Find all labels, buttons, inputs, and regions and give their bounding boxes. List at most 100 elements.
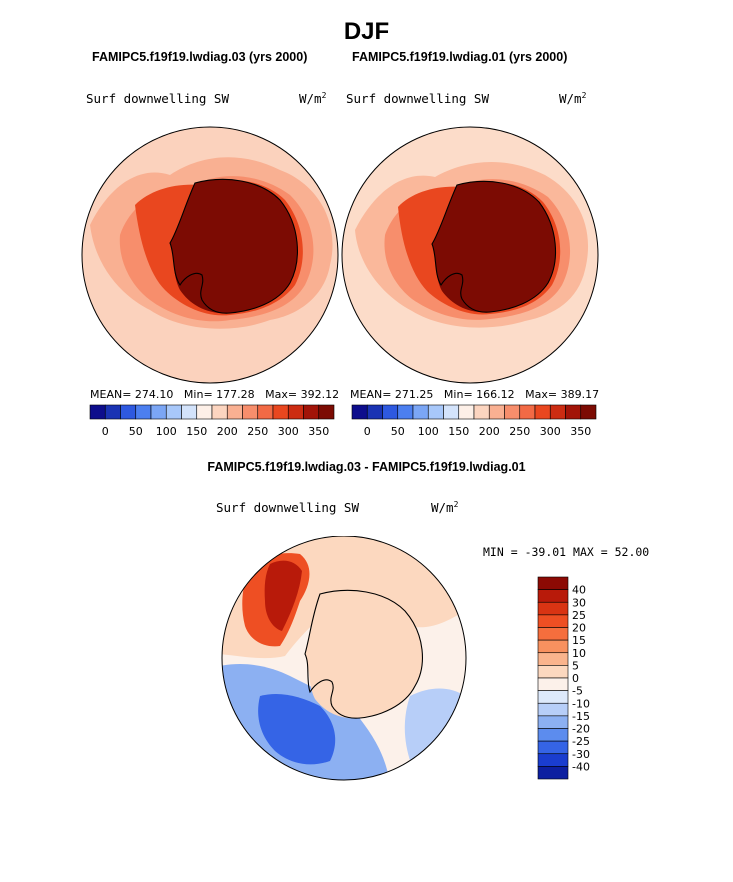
diff-colorbar-label-1: 30 [572, 596, 586, 609]
diff-colorbar-swatch-3 [537, 614, 569, 628]
diff-region-drake-strong [264, 560, 302, 631]
diff-colorbar-label-5: 10 [572, 647, 586, 660]
diff-colorbar-label-2: 25 [572, 609, 586, 622]
panel2-colorbar-swatch-7 [458, 404, 475, 420]
diff-colorbar-label-0: 40 [572, 584, 586, 597]
panel1-coastline [169, 178, 298, 314]
panel2-units: W/m2 [559, 91, 587, 107]
diff-colorbar-label-4: 15 [572, 634, 586, 647]
panel1-colorbar-swatch-0 [89, 404, 106, 420]
panel1-colorbar-swatch-7 [196, 404, 213, 420]
panel1-colorbar-swatch-14 [303, 404, 320, 420]
panel1-colorbar-tick-4: 200 [217, 425, 238, 438]
panel2-colorbar-swatch-4 [412, 404, 429, 420]
diff-colorbar-swatch-4 [537, 627, 569, 641]
panel1-colorbar-swatch-12 [272, 404, 289, 420]
diff-colorbar-label-10: -15 [572, 710, 590, 723]
panel1-colorbar-tick-1: 50 [129, 425, 143, 438]
panel2-map-border [341, 126, 599, 384]
diff-min-value: -39.01 [524, 545, 567, 559]
diff-colorbar-swatch-8 [537, 677, 569, 691]
panel1-polar-map [81, 126, 339, 384]
panel1-colorbar-tick-3: 150 [186, 425, 207, 438]
panel1-colorbar-swatch-8 [211, 404, 228, 420]
diff-colorbar-label-7: 0 [572, 672, 579, 685]
panel2-polar-map [341, 126, 599, 384]
panel1-colorbar-swatch-13 [287, 404, 304, 420]
panel2-coastline [431, 180, 557, 313]
panel1-colorbar-swatch-9 [226, 404, 243, 420]
diff-colorbar-swatch-12 [537, 728, 569, 742]
diff-colorbar-swatch-13 [537, 740, 569, 755]
panel2-colorbar-swatch-13 [549, 404, 566, 420]
diff-title: FAMIPC5.f19f19.lwdiag.03 - FAMIPC5.f19f1… [207, 460, 526, 474]
panel1-colorbar: 0 50 100 150 200 250 300 350 [89, 404, 335, 438]
panel2-stats: MEAN= 271.25 Min= 166.12 Max= 389.17 [350, 388, 600, 401]
panel2-colorbar-swatch-2 [382, 404, 399, 420]
diff-colorbar-label-12: -25 [572, 735, 590, 748]
panel2-colorbar-tick-3: 150 [448, 425, 469, 438]
panel1-colorbar-tick-2: 100 [156, 425, 177, 438]
diff-region-interior [305, 590, 423, 719]
panel2-colorbar-swatch-14 [565, 404, 582, 420]
panel1-colorbar-tick-7: 350 [308, 425, 329, 438]
diff-colorbar-swatch-5 [537, 639, 569, 654]
diff-colorbar-label-3: 20 [572, 622, 586, 635]
panel1-map-border [81, 126, 339, 384]
panel1-colorbar-swatch-5 [165, 404, 182, 420]
diff-region-negative-east [404, 688, 466, 780]
diff-region-negative-core [258, 694, 336, 765]
panel2-mean-value: 271.25 [394, 388, 434, 401]
panel1-colorbar-tick-6: 300 [278, 425, 299, 438]
panel2-min-value: 166.12 [476, 388, 515, 401]
panel1-max-value: 392.12 [300, 388, 340, 401]
diff-colorbar-swatch-11 [537, 715, 569, 729]
panel2-variable-label: Surf downwelling SW [346, 91, 489, 106]
panel2-colorbar-swatch-8 [473, 404, 490, 420]
diff-polar-map [221, 536, 467, 781]
diff-colorbar-label-11: -20 [572, 723, 590, 736]
diff-colorbar-label-9: -10 [572, 697, 590, 710]
diff-max-value: 52.00 [614, 545, 650, 559]
panel1-colorbar-swatch-6 [181, 404, 198, 420]
diff-colorbar-swatch-15 [537, 766, 569, 780]
diff-units: W/m2 [431, 500, 459, 516]
panel1-min-value: 177.28 [216, 388, 255, 401]
panel2-colorbar-swatch-15 [580, 404, 597, 420]
panel1-colorbar-tick-5: 250 [247, 425, 268, 438]
diff-colorbar-swatch-10 [537, 702, 569, 717]
panel1-colorbar-tick-0: 0 [102, 425, 109, 438]
panel2-colorbar-swatch-11 [519, 404, 536, 420]
panel2-colorbar-swatch-5 [427, 404, 444, 420]
panel2-colorbar-swatch-0 [351, 404, 368, 420]
panel2-colorbar-tick-4: 200 [479, 425, 500, 438]
diff-colorbar-swatch-9 [537, 690, 569, 704]
panel2-colorbar-tick-1: 50 [391, 425, 405, 438]
panel2-colorbar-swatch-9 [488, 404, 505, 420]
diff-colorbar-swatch-1 [537, 589, 569, 603]
diff-colorbar-label-13: -30 [572, 748, 590, 761]
panel2-colorbar-swatch-6 [443, 404, 460, 420]
panel1-colorbar-swatch-4 [150, 404, 167, 420]
panel1-variable-label: Surf downwelling SW [86, 91, 229, 106]
panel2-colorbar-tick-6: 300 [540, 425, 561, 438]
panel1-colorbar-swatch-11 [257, 404, 274, 420]
diff-colorbar-swatch-7 [537, 665, 569, 679]
panel1-case-title: FAMIPC5.f19f19.lwdiag.03 (yrs 2000) [92, 50, 308, 64]
panel2-colorbar-swatch-12 [534, 404, 551, 420]
diff-colorbar-swatch-0 [537, 576, 569, 590]
panel1-units: W/m2 [299, 91, 327, 107]
panel1-colorbar-swatch-3 [135, 404, 152, 420]
panel2-colorbar-tick-2: 100 [418, 425, 439, 438]
panel2-colorbar-tick-7: 350 [570, 425, 591, 438]
panel1-colorbar-swatch-2 [120, 404, 137, 420]
diff-colorbar-label-8: -5 [572, 685, 583, 698]
diff-map-border [221, 536, 467, 781]
panel2-colorbar-swatch-10 [504, 404, 521, 420]
diff-colorbar-label-14: -40 [572, 760, 590, 773]
panel2-colorbar-tick-5: 250 [509, 425, 530, 438]
panel1-stats: MEAN= 274.10 Min= 177.28 Max= 392.12 [90, 388, 340, 401]
diff-coastline [304, 589, 423, 719]
diff-variable-label: Surf downwelling SW [216, 500, 359, 515]
